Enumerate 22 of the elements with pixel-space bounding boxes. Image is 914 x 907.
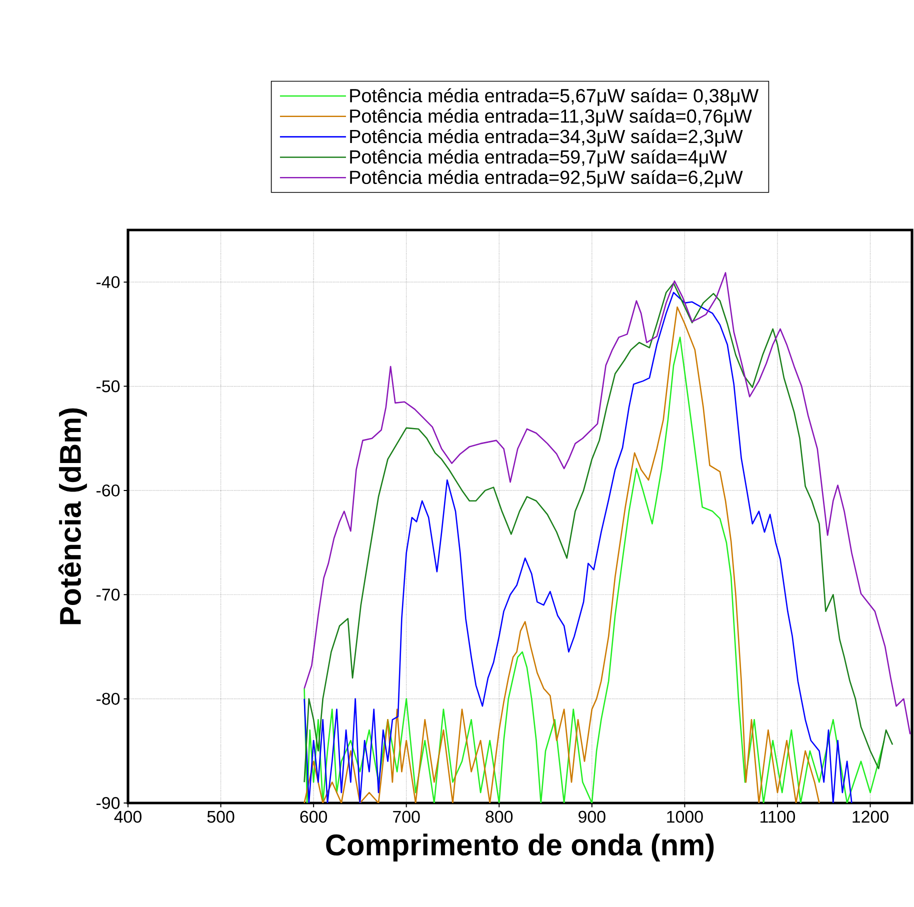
x-tick-label: 900: [578, 810, 606, 823]
x-tick-label: 1000: [667, 810, 703, 823]
x-tick-label: 600: [300, 810, 328, 823]
y-tick-label: -70: [96, 588, 120, 601]
legend-label: Potência média entrada=34,3μW saída=2,3μW: [350, 129, 743, 147]
x-tick-label: 700: [393, 810, 420, 823]
legend-label: Potência média entrada=59,7μW saída=4μW: [350, 150, 727, 168]
x-tick-label: 1200: [852, 810, 888, 823]
legend-label: Potência média entrada=92,5μW saída=6,2μW: [350, 170, 743, 188]
legend-label: Potência média entrada=11,3μW saída=0,76μW: [350, 108, 752, 126]
y-tick-label: -40: [96, 276, 120, 288]
y-tick-label: -60: [96, 484, 120, 496]
x-tick-label: 800: [486, 810, 513, 823]
x-tick-label: 500: [207, 810, 234, 823]
y-tick-label: -80: [96, 692, 120, 705]
x-axis-title: Comprimento de onda (nm): [326, 834, 714, 862]
x-tick-label: 1100: [760, 810, 796, 823]
x-tick-label: 400: [114, 810, 142, 823]
y-tick-label: -90: [96, 797, 120, 809]
y-tick-label: -50: [96, 380, 120, 392]
y-axis-title: Potência (dBm): [58, 408, 87, 624]
legend-label: Potência média entrada=5,67μW saída= 0,38μW: [350, 88, 759, 106]
